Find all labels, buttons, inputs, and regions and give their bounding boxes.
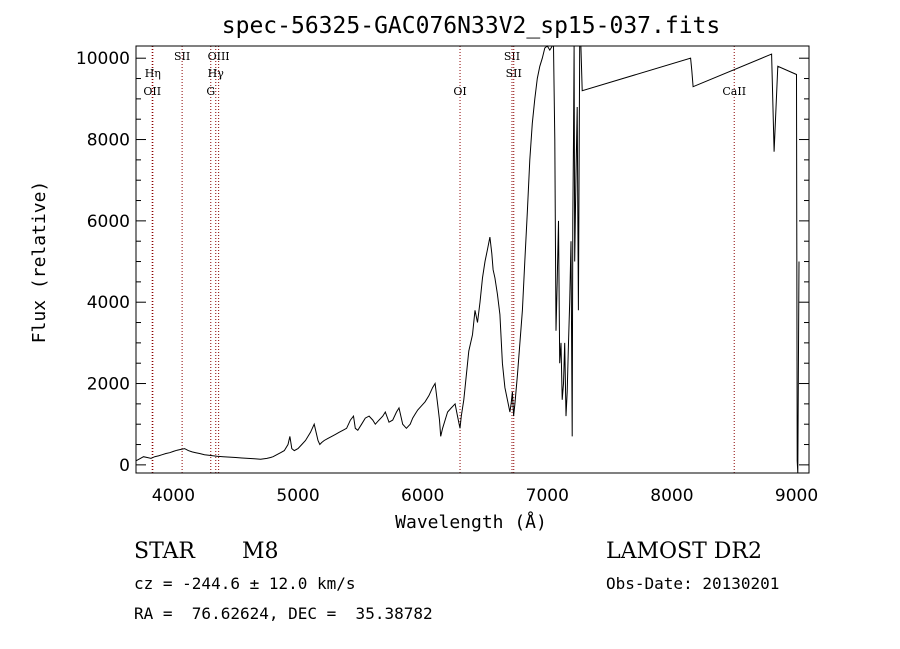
- x-tick-label: 8000: [650, 486, 693, 506]
- chart-title: spec-56325-GAC076N33V2_sp15-037.fits: [222, 13, 721, 39]
- y-tick-label: 2000: [87, 375, 130, 395]
- y-tick-label: 10000: [76, 49, 130, 69]
- annotation-label-5: OIII: [208, 50, 230, 63]
- y-tick-label: 8000: [87, 131, 130, 151]
- redshift-cz: cz = -244.6 ± 12.0 km/s: [134, 574, 356, 593]
- y-axis: 0 2000 4000 6000 8000 10000: [76, 49, 809, 476]
- annotation-label-1: Hη: [145, 67, 161, 80]
- y-tick-label: 6000: [87, 212, 130, 232]
- annotation-label-2: SII: [174, 50, 190, 63]
- x-tick-label: 7000: [526, 486, 569, 506]
- survey-name: LAMOST DR2: [606, 539, 762, 564]
- y-axis-label: Flux (relative): [29, 181, 50, 344]
- series-spectrum-line: [135, 45, 800, 474]
- x-tick-label: 5000: [276, 486, 319, 506]
- annotation-label-4: Hγ: [208, 67, 225, 80]
- x-tick-label: 9000: [775, 486, 818, 506]
- annotation-label-3: G: [206, 85, 215, 98]
- annotation-label-7: SII: [504, 50, 520, 63]
- y-tick-label: 0: [119, 456, 130, 476]
- plot-frame: [135, 45, 810, 474]
- annotation-label-9: CaII: [722, 85, 746, 98]
- spectral-line-annotations: OII Hη SII G Hγ OIII OI SII SII CaII: [143, 46, 746, 473]
- annotation-label-0: OII: [143, 85, 161, 98]
- object-class: STAR: [134, 539, 195, 564]
- x-axis: 4000 5000 6000 7000 8000 9000: [152, 486, 818, 506]
- spectrum-chart: spec-56325-GAC076N33V2_sp15-037.fits OII…: [29, 13, 818, 533]
- x-tick-label: 6000: [401, 486, 444, 506]
- y-tick-label: 4000: [87, 293, 130, 313]
- coordinates: RA = 76.62624, DEC = 35.38782: [134, 604, 433, 623]
- observation-date: Obs-Date: 20130201: [606, 574, 780, 593]
- annotation-label-8: SII: [506, 67, 522, 80]
- object-subclass: M8: [242, 539, 279, 564]
- annotation-label-6: OI: [453, 85, 466, 98]
- x-tick-label: 4000: [152, 486, 195, 506]
- x-axis-label: Wavelength (Å): [395, 511, 547, 533]
